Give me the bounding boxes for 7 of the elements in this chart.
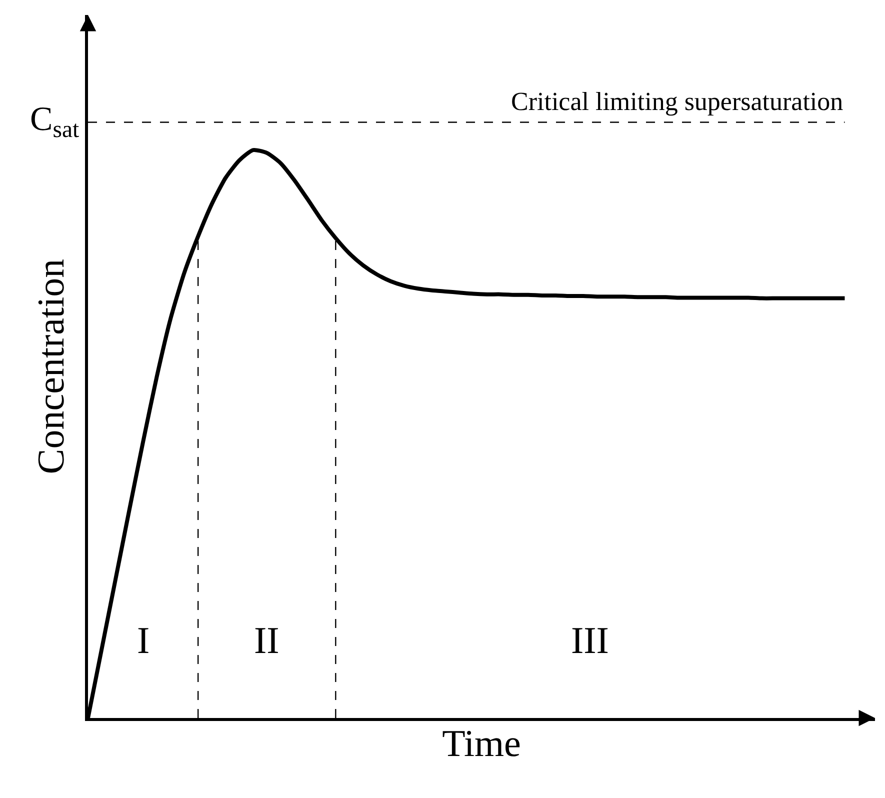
annotation: III [571, 620, 609, 662]
x-axis-title: Time [442, 722, 521, 765]
y-axis-title: Concentration [30, 258, 72, 474]
annotation: II [254, 620, 280, 662]
ref-line-label: Critical limiting supersaturation [511, 87, 844, 116]
annotation: I [137, 620, 150, 662]
text: C$_{sat}$ [30, 101, 80, 144]
